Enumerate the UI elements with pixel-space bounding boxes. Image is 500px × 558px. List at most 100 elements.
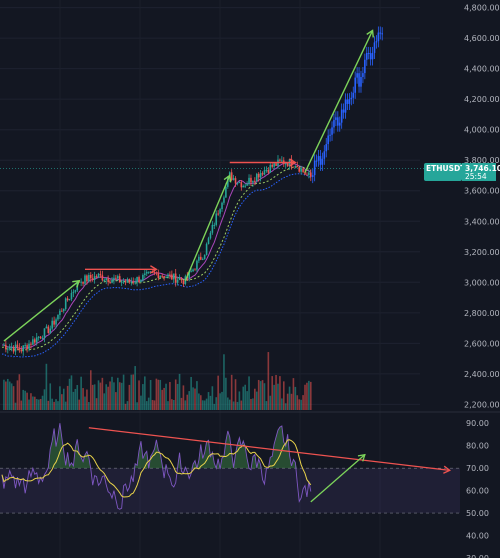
volume-bar: [254, 388, 256, 410]
candle-body: [66, 298, 69, 301]
volume-bar: [89, 370, 92, 410]
volume-bar: [12, 386, 15, 410]
candle-body: [267, 169, 270, 173]
volume-bar: [3, 379, 5, 410]
volume-bar: [217, 375, 219, 410]
candle-body: [105, 278, 108, 280]
lower-band-line: [1, 173, 312, 358]
candle-body: [294, 166, 297, 168]
projected-bar-body: [327, 135, 329, 145]
volume-bar: [86, 389, 88, 410]
projected-bar-body: [346, 99, 349, 104]
candle-body: [215, 213, 218, 225]
volume-bar: [198, 393, 200, 410]
candle-body: [265, 169, 268, 171]
projected-bar-body: [348, 99, 351, 104]
candle-body: [271, 164, 273, 167]
volume-bar: [174, 379, 177, 410]
candle-body: [225, 186, 227, 198]
candle-body: [155, 272, 158, 274]
trend-arrow-up-head: [223, 174, 232, 183]
candle-body: [111, 279, 113, 283]
candle-body: [82, 281, 84, 284]
candle-body: [147, 271, 150, 273]
candle-body: [259, 173, 262, 178]
volume-bar: [145, 401, 148, 410]
projected-bar-body: [364, 59, 366, 74]
candle-body: [72, 291, 75, 293]
volume-bar: [84, 396, 86, 410]
candle-body: [190, 271, 192, 273]
volume-bar: [107, 386, 109, 410]
volume-bar: [298, 399, 301, 410]
volume-bar: [163, 387, 165, 410]
volume-bar: [103, 393, 106, 410]
candle-body: [255, 173, 258, 181]
candle-body: [163, 275, 165, 278]
volume-bar: [62, 388, 65, 410]
volume-bar: [284, 403, 287, 410]
candle-body: [244, 185, 246, 187]
volume-bar: [8, 381, 11, 410]
projected-bar-body: [329, 134, 331, 136]
volume-bar: [267, 352, 270, 410]
rsi-divergence-arrow-head: [443, 465, 452, 474]
volume-bar: [30, 393, 32, 410]
volume-bars: [3, 352, 312, 410]
volume-bar: [300, 399, 302, 410]
candle-body: [51, 320, 53, 329]
volume-bar: [45, 363, 48, 410]
price-axis[interactable]: 4,800.00 4,600.00 4,400.00 4,200.00 4,000.00…: [464, 4, 500, 558]
volume-bar: [227, 397, 229, 410]
volume-bar: [28, 399, 30, 410]
ma-slow-line: [1, 166, 312, 351]
trend-arrow-up: [184, 175, 231, 282]
candle-body: [227, 178, 229, 187]
volume-bar: [199, 395, 202, 410]
candle-body: [171, 274, 173, 280]
candle-body: [20, 349, 23, 352]
volume-bar: [273, 384, 275, 410]
candle-body: [250, 177, 252, 183]
volume-bar: [109, 381, 111, 410]
candle-body: [240, 182, 243, 188]
candle-body: [192, 269, 194, 272]
candle-body: [273, 163, 275, 167]
candle-body: [169, 274, 171, 276]
volume-bar: [188, 391, 191, 410]
volume-bar: [26, 392, 28, 410]
volume-bar: [255, 391, 258, 410]
projected-bar-body: [319, 156, 322, 165]
rsi-up-arrow-head: [357, 453, 366, 462]
candle-body: [308, 172, 310, 176]
volume-bar: [142, 384, 144, 410]
projected-bar-body: [371, 52, 374, 60]
candle-body: [194, 269, 196, 271]
candle-body: [8, 347, 11, 349]
candle-body: [199, 256, 202, 260]
candle-body: [101, 275, 104, 281]
volume-bar: [265, 401, 268, 410]
volume-bar: [51, 398, 53, 410]
candle-body: [115, 277, 117, 279]
candle-body: [132, 281, 135, 283]
rsi-band: [0, 468, 460, 514]
candle-body: [284, 163, 287, 165]
volume-bar: [244, 384, 246, 410]
volume-bar: [144, 376, 146, 410]
trend-arrow-up: [304, 30, 374, 173]
candle-body: [207, 238, 210, 245]
volume-bar: [172, 399, 175, 410]
candle-body: [45, 326, 48, 329]
volume-bar: [34, 396, 36, 410]
price-tick-label: 4,800.00: [464, 4, 500, 13]
projected-bar-body: [335, 117, 337, 120]
volume-bar: [157, 379, 160, 410]
candle-body: [47, 326, 50, 333]
candle-body: [53, 320, 55, 325]
volume-bar: [186, 394, 189, 410]
candle-body: [176, 280, 179, 283]
volume-bar: [232, 401, 235, 410]
